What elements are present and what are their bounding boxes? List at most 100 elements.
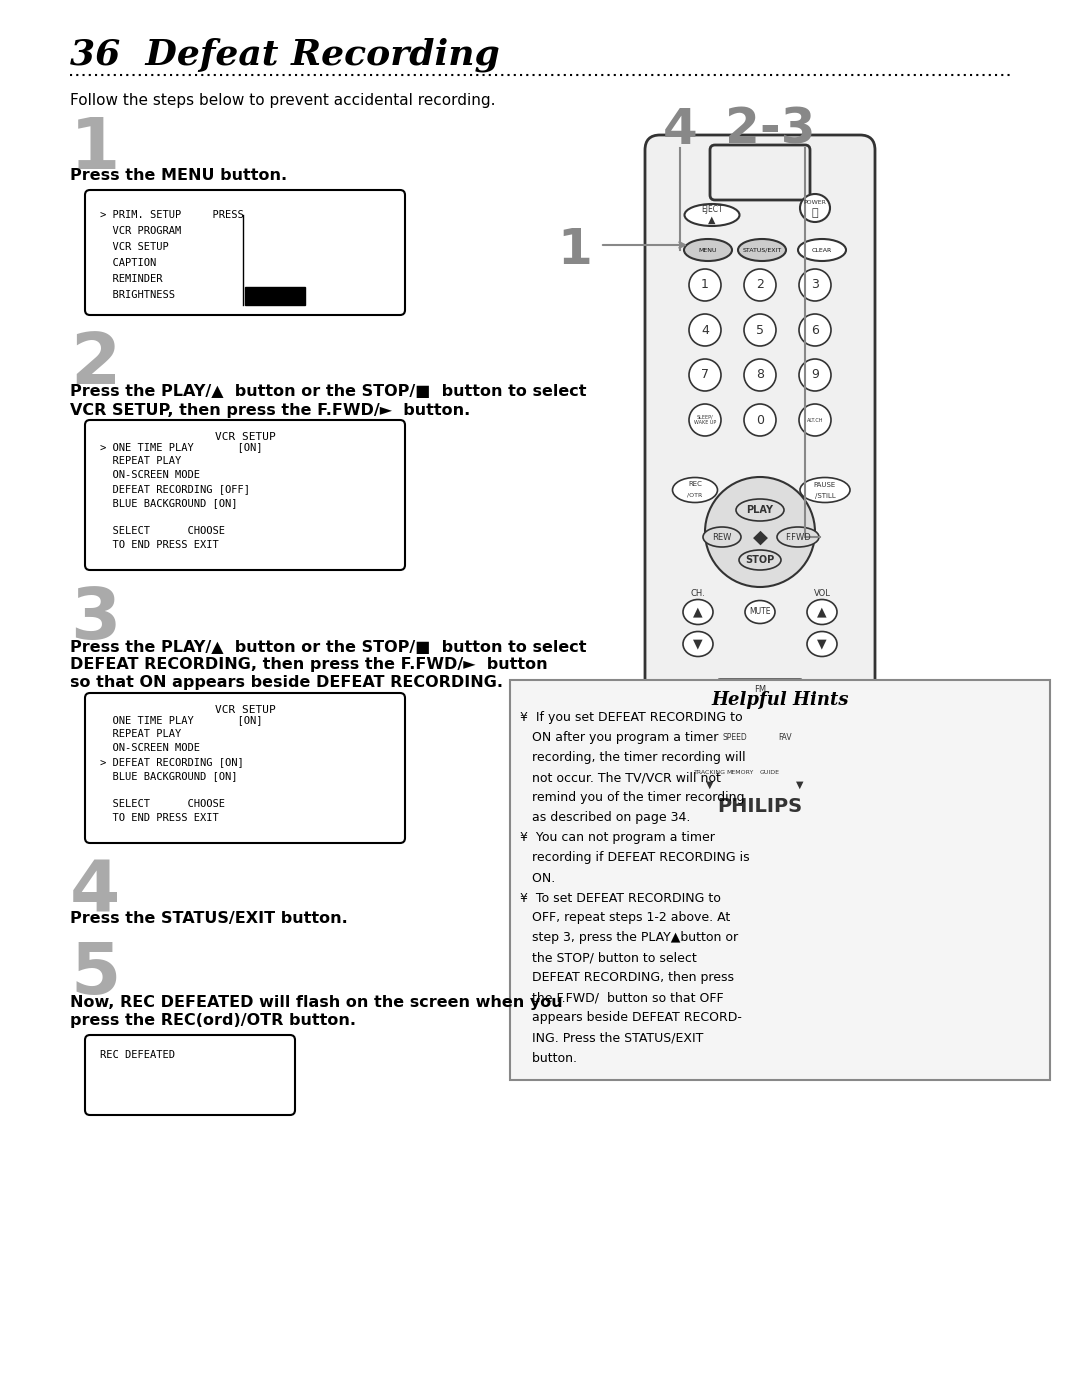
Circle shape — [744, 359, 777, 391]
Text: CH.: CH. — [690, 590, 705, 598]
Text: ▼: ▼ — [796, 780, 804, 789]
Text: VCR PROGRAM: VCR PROGRAM — [100, 226, 181, 236]
Circle shape — [689, 314, 721, 346]
Text: 1: 1 — [701, 278, 708, 292]
Text: Helpful Hints: Helpful Hints — [712, 692, 849, 710]
Text: DEFEAT RECORDING [OFF]: DEFEAT RECORDING [OFF] — [100, 483, 249, 495]
Text: 36  Defeat Recording: 36 Defeat Recording — [70, 38, 500, 73]
Ellipse shape — [807, 631, 837, 657]
Text: Follow the steps below to prevent accidental recording.: Follow the steps below to prevent accide… — [70, 92, 496, 108]
Text: 8: 8 — [756, 369, 764, 381]
Text: VCR SETUP: VCR SETUP — [215, 432, 275, 441]
Text: REPEAT PLAY: REPEAT PLAY — [100, 455, 181, 467]
Text: ONE TIME PLAY       [ON]: ONE TIME PLAY [ON] — [100, 715, 262, 725]
Text: FAV: FAV — [779, 732, 792, 742]
Text: ⏻: ⏻ — [812, 208, 819, 218]
Text: MUTE: MUTE — [750, 608, 771, 616]
Text: 4: 4 — [701, 324, 708, 337]
Text: ▼: ▼ — [706, 780, 714, 789]
Circle shape — [689, 270, 721, 300]
Text: TRACKING: TRACKING — [694, 770, 726, 774]
Text: ING. Press the STATUS/EXIT: ING. Press the STATUS/EXIT — [519, 1031, 703, 1045]
Text: 1: 1 — [70, 115, 120, 184]
Text: VOL: VOL — [813, 590, 831, 598]
Text: 2-3: 2-3 — [725, 106, 815, 154]
Circle shape — [799, 359, 831, 391]
Circle shape — [744, 314, 777, 346]
Text: ON-SCREEN MODE: ON-SCREEN MODE — [100, 469, 200, 481]
Text: REC DEFEATED: REC DEFEATED — [100, 1051, 175, 1060]
Circle shape — [799, 314, 831, 346]
Text: Press the STATUS/EXIT button.: Press the STATUS/EXIT button. — [70, 911, 348, 925]
Text: ON after you program a timer: ON after you program a timer — [519, 732, 718, 745]
Ellipse shape — [798, 239, 846, 261]
Text: 4: 4 — [663, 106, 698, 154]
Circle shape — [728, 740, 752, 764]
Bar — [245, 286, 305, 305]
Circle shape — [799, 270, 831, 300]
FancyBboxPatch shape — [85, 1035, 295, 1115]
Text: the F.FWD/  button so that OFF: the F.FWD/ button so that OFF — [519, 992, 724, 1004]
Ellipse shape — [683, 599, 713, 624]
Text: REW: REW — [713, 532, 731, 542]
Text: ▲: ▲ — [818, 605, 827, 619]
Circle shape — [799, 404, 831, 436]
Text: ON-SCREEN MODE: ON-SCREEN MODE — [100, 743, 200, 753]
Text: REMINDER: REMINDER — [100, 274, 162, 284]
Text: 5: 5 — [70, 940, 120, 1009]
Circle shape — [698, 740, 723, 764]
Text: EJECT: EJECT — [701, 205, 723, 215]
Ellipse shape — [807, 599, 837, 624]
Text: ¥  To set DEFEAT RECORDING to: ¥ To set DEFEAT RECORDING to — [519, 891, 720, 904]
Text: press the REC(ord)/OTR button.: press the REC(ord)/OTR button. — [70, 1013, 356, 1028]
Text: REPEAT PLAY: REPEAT PLAY — [100, 729, 181, 739]
Ellipse shape — [684, 239, 732, 261]
Text: SLEEP/
WAKE UP: SLEEP/ WAKE UP — [693, 415, 716, 426]
Ellipse shape — [800, 478, 850, 503]
Text: TO END PRESS EXIT: TO END PRESS EXIT — [100, 813, 219, 823]
Ellipse shape — [683, 631, 713, 657]
Text: PHILIPS: PHILIPS — [717, 798, 802, 816]
Text: /OTR: /OTR — [687, 493, 703, 497]
Text: DEFEAT RECORDING, then press the F.FWD/►  button: DEFEAT RECORDING, then press the F.FWD/►… — [70, 658, 548, 672]
Ellipse shape — [685, 204, 740, 226]
Text: PRESS: PRESS — [249, 200, 281, 210]
Text: F.FWD: F.FWD — [785, 532, 811, 542]
Circle shape — [788, 773, 812, 798]
Ellipse shape — [738, 239, 786, 261]
Text: TO END PRESS EXIT: TO END PRESS EXIT — [100, 541, 219, 550]
Text: as described on page 34.: as described on page 34. — [519, 812, 690, 824]
FancyBboxPatch shape — [85, 420, 405, 570]
Text: SPEED: SPEED — [723, 732, 747, 742]
Circle shape — [744, 404, 777, 436]
Text: PAUSE: PAUSE — [814, 482, 836, 488]
Text: SELECT      CHOOSE: SELECT CHOOSE — [100, 527, 225, 536]
Text: REC: REC — [688, 481, 702, 488]
Text: ALT.CH: ALT.CH — [807, 418, 823, 422]
FancyBboxPatch shape — [717, 679, 804, 719]
Text: BLUE BACKGROUND [ON]: BLUE BACKGROUND [ON] — [100, 771, 238, 781]
Text: VCR SETUP: VCR SETUP — [215, 705, 275, 715]
Text: 3: 3 — [811, 278, 819, 292]
Text: /STILL: /STILL — [814, 493, 835, 499]
Text: 6: 6 — [811, 324, 819, 337]
Text: MENU: MENU — [699, 247, 717, 253]
Text: POWER: POWER — [804, 200, 826, 204]
Text: MEMORY: MEMORY — [727, 770, 754, 774]
Text: VCR SETUP: VCR SETUP — [100, 242, 168, 251]
Circle shape — [689, 359, 721, 391]
Text: STATUS/EXIT: STATUS/EXIT — [742, 247, 782, 253]
Text: the STOP/ button to select: the STOP/ button to select — [519, 951, 697, 964]
Text: so that ON appears beside DEFEAT RECORDING.: so that ON appears beside DEFEAT RECORDI… — [70, 676, 503, 690]
Text: step 3, press the PLAY▲button or: step 3, press the PLAY▲button or — [519, 932, 738, 944]
Text: ON.: ON. — [519, 872, 555, 884]
Ellipse shape — [777, 527, 819, 548]
Text: 9: 9 — [811, 369, 819, 381]
Ellipse shape — [739, 550, 781, 570]
Text: GUIDE: GUIDE — [760, 770, 780, 774]
Text: > DEFEAT RECORDING [ON]: > DEFEAT RECORDING [ON] — [100, 757, 244, 767]
Text: Now, REC DEFEATED will flash on the screen when you: Now, REC DEFEATED will flash on the scre… — [70, 995, 563, 1010]
Ellipse shape — [673, 478, 717, 503]
Ellipse shape — [745, 601, 775, 623]
Circle shape — [689, 404, 721, 436]
